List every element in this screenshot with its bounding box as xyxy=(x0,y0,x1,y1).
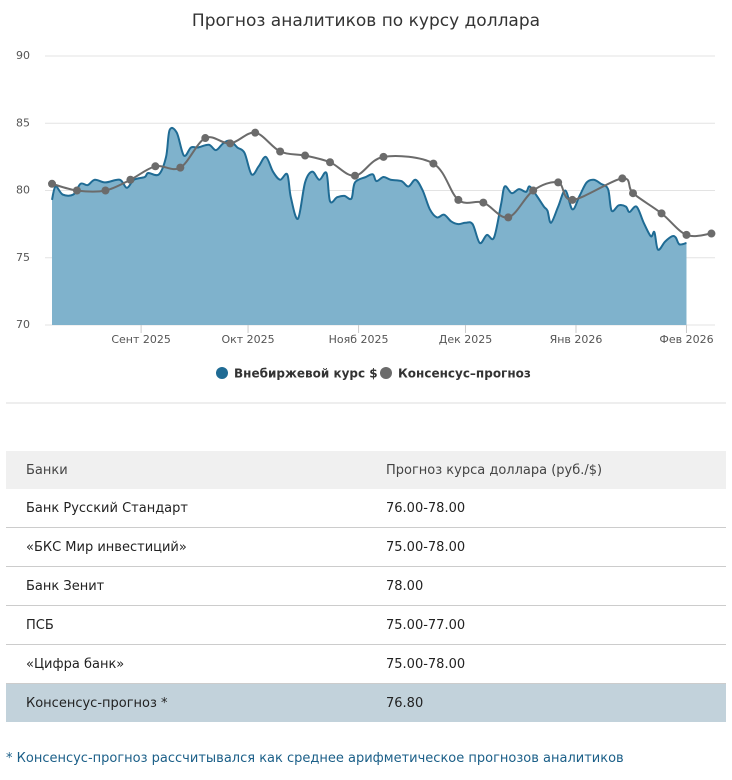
point xyxy=(379,152,388,161)
point xyxy=(251,128,260,137)
table-cell: Прогноз курса доллара (руб./$) xyxy=(366,451,726,489)
point xyxy=(629,189,638,198)
point xyxy=(454,195,463,204)
legend-label: Внебиржевой курс $ xyxy=(234,367,378,381)
point xyxy=(72,186,81,195)
table-cell: 75.00-78.00 xyxy=(366,527,726,567)
point xyxy=(176,163,185,172)
table-row: Банк Зенит 78.00 xyxy=(6,566,726,606)
legend-marker xyxy=(380,367,392,379)
y-tick-label: 80 xyxy=(16,184,30,197)
point xyxy=(276,147,285,156)
point xyxy=(226,139,235,148)
table-cell: 75.00-77.00 xyxy=(366,605,726,645)
point xyxy=(618,174,627,183)
point xyxy=(201,134,210,143)
table-cell: ПСБ xyxy=(6,605,366,645)
legend-marker xyxy=(216,367,228,379)
point xyxy=(707,229,716,238)
table-cell: 76.80 xyxy=(366,683,726,722)
point xyxy=(326,158,335,167)
y-tick-label: 90 xyxy=(16,49,30,62)
point xyxy=(429,159,438,168)
point xyxy=(682,230,691,239)
area xyxy=(52,127,687,325)
point xyxy=(657,209,666,218)
table-cell: Консенсус-прогноз * xyxy=(6,683,366,722)
table-row: «Цифра банк» 75.00-78.00 xyxy=(6,644,726,684)
table-row: Банк Русский Стандарт 76.00-78.00 xyxy=(6,489,726,528)
table-cell: 75.00-78.00 xyxy=(366,644,726,684)
point xyxy=(504,213,513,222)
x-tick-label: Фев 2026 xyxy=(659,333,713,346)
x-tick-label: Дек 2025 xyxy=(439,333,493,346)
table-row: ПСБ 75.00-77.00 xyxy=(6,605,726,645)
point xyxy=(48,179,56,188)
chart: Прогноз аналитиков по курсу доллара 70 75… xyxy=(6,11,726,404)
table-cell: 78.00 xyxy=(366,566,726,606)
point xyxy=(350,171,359,180)
footnote: * Консенсус-прогноз рассчитывался как ср… xyxy=(6,751,624,766)
table-cell: «БКС Мир инвестиций» xyxy=(6,527,366,567)
table-cell: Банк Зенит xyxy=(6,566,366,606)
y-tick-label: 85 xyxy=(16,116,30,129)
x-tick-label: Сент 2025 xyxy=(111,333,171,346)
legend-label: Консенсус–прогноз xyxy=(398,367,531,381)
table-row: «БКС Мир инвестиций» 75.00-78.00 xyxy=(6,527,726,567)
point xyxy=(126,175,135,184)
point xyxy=(301,151,310,160)
table-cell: Банк Русский Стандарт xyxy=(6,489,366,528)
chart-title: Прогноз аналитиков по курсу доллара xyxy=(192,11,540,31)
x-tick-label: Окт 2025 xyxy=(221,333,274,346)
point xyxy=(151,162,160,171)
table-cell: «Цифра банк» xyxy=(6,644,366,684)
area-line xyxy=(51,126,687,251)
table-row: Консенсус-прогноз * 76.80 xyxy=(6,683,726,722)
x-tick-label: Янв 2026 xyxy=(550,333,603,346)
table-cell: Банки xyxy=(6,451,366,489)
table-row: Банки Прогноз курса доллара (руб./$) xyxy=(6,451,726,489)
point xyxy=(554,178,563,187)
table-cell: 76.00-78.00 xyxy=(366,489,726,528)
y-tick-label: 75 xyxy=(16,251,30,264)
point xyxy=(479,198,488,207)
point xyxy=(568,195,577,204)
forecast-table: Банки Прогноз курса доллара (руб./$) Банк … xyxy=(6,451,726,722)
y-tick-label: 70 xyxy=(16,318,30,331)
point xyxy=(101,186,110,195)
x-tick-label: Нояб 2025 xyxy=(329,333,389,346)
point xyxy=(529,186,538,195)
